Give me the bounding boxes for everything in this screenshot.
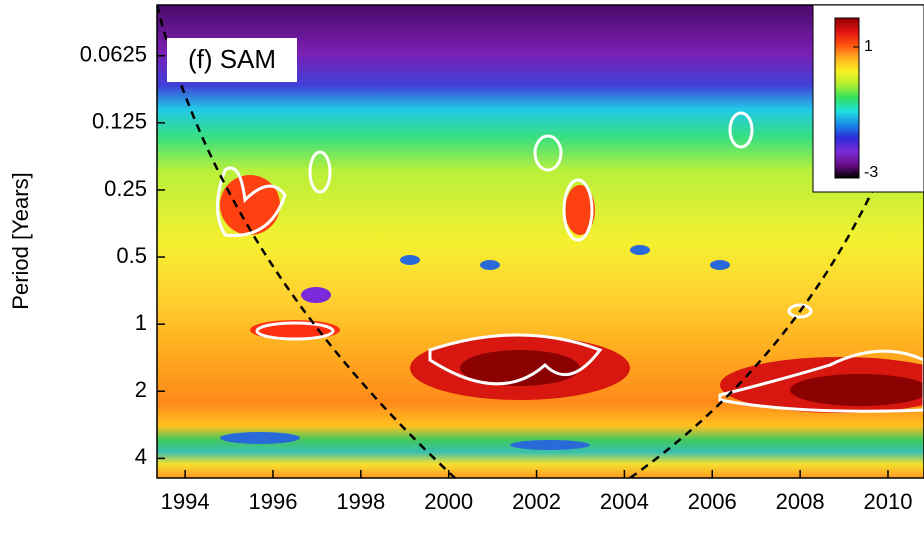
x-tick-label: 2008 <box>776 489 825 514</box>
x-tick-label: 2010 <box>864 489 913 514</box>
colorbar-box <box>812 4 924 193</box>
x-tick-label: 1996 <box>248 489 297 514</box>
x-tick-label: 1994 <box>161 489 210 514</box>
colorbar-tick-label: 1 <box>864 38 873 55</box>
colorbar <box>834 17 860 179</box>
x-tick-label: 2006 <box>688 489 737 514</box>
y-tick-label: 4 <box>135 444 147 469</box>
plot-frame <box>156 4 924 479</box>
y-tick-label: 2 <box>135 377 147 402</box>
y-tick-label: 0.5 <box>116 243 147 268</box>
y-tick-label: 0.25 <box>104 176 147 201</box>
y-axis-label: Period [Years] <box>8 172 33 309</box>
y-tick-label: 0.125 <box>92 109 147 134</box>
y-tick-label: 0.0625 <box>80 42 147 67</box>
x-tick-label: 1998 <box>336 489 385 514</box>
y-tick-label: 1 <box>135 310 147 335</box>
x-tick-label: 2004 <box>600 489 649 514</box>
title-box <box>167 38 297 82</box>
chart-title: (f) SAM <box>188 44 276 74</box>
x-tick-label: 2002 <box>512 489 561 514</box>
wavelet-field <box>157 5 924 478</box>
x-tick-label: 2000 <box>424 489 473 514</box>
colorbar-tick-label: -3 <box>864 164 878 181</box>
